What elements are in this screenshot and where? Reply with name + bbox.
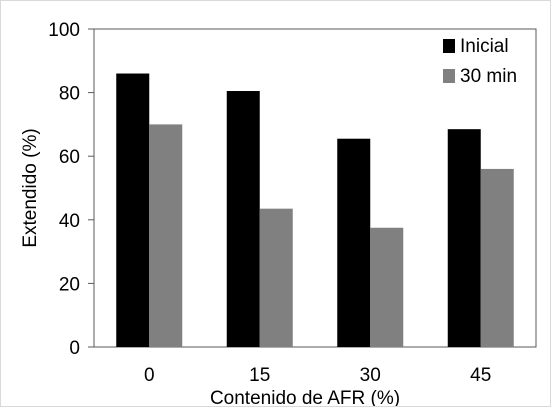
bars <box>116 73 514 348</box>
y-tick-label: 80 <box>59 84 80 105</box>
bar-inicial-45 <box>447 129 481 347</box>
legend-label-inicial: Inicial <box>460 36 509 57</box>
plot-frame <box>93 28 537 348</box>
plot-area-border <box>93 28 537 348</box>
y-axis-ticks: 0 20 40 60 80 100 <box>48 20 94 359</box>
bar-30-min-0 <box>149 124 183 348</box>
x-axis-title: Contenido de AFR (%) <box>210 388 400 406</box>
y-tick-label: 100 <box>48 20 80 41</box>
y-tick-label: 40 <box>59 211 80 232</box>
bar-30-min-30 <box>370 227 404 347</box>
x-tick-label: 45 <box>470 365 491 386</box>
x-tick-label: 30 <box>360 365 381 386</box>
x-tick-label: 0 <box>144 365 155 386</box>
legend-swatch-inicial <box>443 39 455 53</box>
x-axis-ticks: 0 15 30 45 <box>144 365 491 386</box>
bar-inicial-0 <box>116 73 150 348</box>
legend-label-30-min: 30 min <box>460 66 517 87</box>
y-tick-label: 20 <box>59 274 80 295</box>
y-tick-label: 0 <box>69 338 80 359</box>
bar-30-min-15 <box>259 208 293 347</box>
y-tick-label: 60 <box>59 147 80 168</box>
x-tick-label: 15 <box>249 365 270 386</box>
y-axis-title: Extendido (%) <box>20 128 41 247</box>
bar-30-min-45 <box>480 168 514 347</box>
legend-swatch-30-min <box>443 69 455 83</box>
bar-inicial-30 <box>337 138 371 347</box>
bar-inicial-15 <box>226 91 260 347</box>
legend: Inicial 30 min <box>443 36 517 87</box>
